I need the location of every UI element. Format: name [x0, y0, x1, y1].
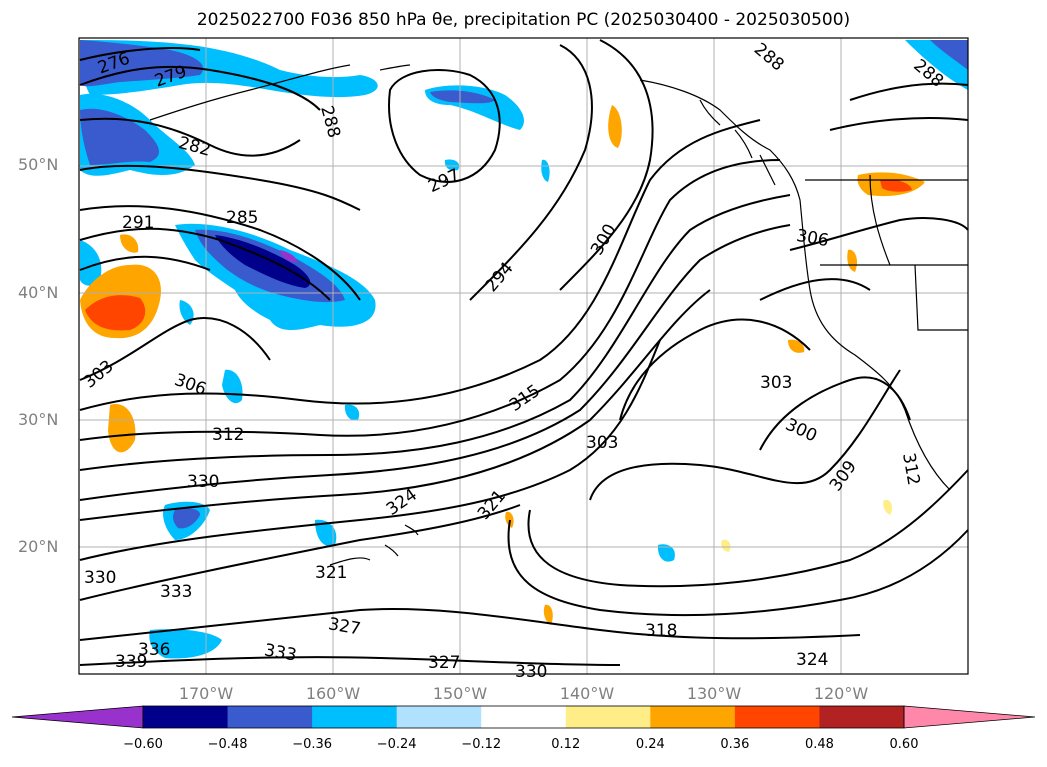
precip-negative-area [80, 108, 160, 165]
map-frame [78, 37, 969, 675]
precip-negative-area [657, 544, 675, 562]
colorbar-segment [734, 706, 820, 728]
precip-positive-area [883, 499, 893, 515]
lat-label-30n: 30°N [18, 410, 59, 429]
contour-label: 300 [782, 415, 820, 447]
colorbar-tick-label: 0.48 [804, 737, 834, 752]
contour-label: 330 [515, 662, 547, 682]
lon-label-150w: 150°W [432, 684, 488, 703]
colorbar-segment [143, 706, 229, 728]
precip-negative-area [80, 240, 102, 286]
theta-e-contours [79, 39, 969, 666]
colorbar-outline [142, 705, 905, 729]
precip-positive-area [721, 539, 731, 552]
contour-label: 324 [796, 650, 828, 670]
contour-label: 303 [586, 433, 618, 453]
contour-label: 300 [587, 221, 621, 259]
precip-positive-area [505, 511, 514, 528]
contour-label: 291 [122, 213, 154, 233]
colorbar-tick-label: −0.24 [376, 737, 417, 752]
contour-label: 285 [226, 208, 258, 228]
colorbar-tick-label: −0.36 [292, 737, 333, 752]
precip-shading [80, 40, 968, 659]
colorbar-tick-label: 0.36 [720, 737, 750, 752]
precip-negative-area [430, 90, 495, 104]
precip-positive-area [543, 604, 553, 625]
contour-label: 288 [316, 104, 344, 141]
contour-label: 303 [760, 373, 792, 393]
contour-label: 336 [138, 640, 170, 660]
precip-negative-area [173, 508, 200, 529]
colorbar-segment [650, 706, 736, 728]
precip-positive-area [108, 404, 136, 453]
colorbar-tick-label: 0.24 [635, 737, 665, 752]
precip-positive-area [608, 105, 622, 148]
precip-negative-area [280, 250, 297, 262]
contour-label: 306 [172, 370, 209, 400]
contour-label: 288 [750, 39, 788, 75]
precip-negative-area [930, 40, 968, 70]
colorbar-segment [227, 706, 313, 728]
contour-label: 294 [482, 258, 518, 296]
precip-negative-area [222, 369, 243, 404]
contour-label: 309 [826, 457, 861, 495]
coastline [149, 64, 968, 566]
colorbar-tick-label: 0.60 [889, 737, 919, 752]
lon-label-130w: 130°W [686, 684, 742, 703]
precip-positive-area [120, 234, 139, 253]
precip-negative-area [444, 159, 460, 171]
precip-positive-area [788, 339, 805, 353]
contour-label: 315 [506, 381, 544, 416]
colorbar-segment [819, 706, 905, 728]
colorbar-tick-label: −0.60 [123, 737, 163, 752]
colorbar-tick-label: 0.12 [551, 737, 581, 752]
contour-label: 330 [84, 568, 116, 588]
precip-positive-area [847, 249, 858, 272]
lat-label-20n: 20°N [18, 537, 59, 556]
contour-label: 327 [327, 614, 362, 639]
colorbar-segment [565, 706, 651, 728]
lat-label-50n: 50°N [18, 155, 59, 174]
contour-label: 333 [160, 582, 192, 602]
contour-label: 330 [187, 472, 219, 492]
colorbar-tick-label: −0.48 [207, 737, 248, 752]
contour-labels: 276 279 282 285 288 291 294 297 300 303 … [80, 39, 947, 682]
contour-label: 339 [115, 652, 147, 672]
precip-negative-area [179, 300, 194, 325]
colorbar-extend-low [11, 705, 144, 729]
lon-label-140w: 140°W [559, 684, 615, 703]
colorbar-segment [481, 706, 567, 728]
precip-negative-area [315, 519, 337, 547]
precip-positive-area [85, 295, 146, 331]
colorbar [11, 705, 1036, 729]
colorbar-segments [11, 705, 1036, 729]
lon-label-160w: 160°W [305, 684, 361, 703]
precip-negative-area [344, 404, 360, 421]
colorbar-segment [312, 706, 398, 728]
colorbar-extend-high [903, 705, 1036, 729]
contour-label: 312 [898, 451, 923, 486]
lon-label-170w: 170°W [178, 684, 234, 703]
precip-negative-area [149, 629, 222, 659]
contour-label: 333 [263, 640, 298, 665]
contour-label: 327 [428, 653, 460, 673]
contour-label: 321 [315, 563, 347, 583]
chart-title: 2025022700 F036 850 hPa θe, precipitatio… [196, 10, 851, 30]
colorbar-tick-label: −0.12 [461, 737, 502, 752]
lon-label-120w: 120°W [813, 684, 869, 703]
lat-label-40n: 40°N [18, 283, 59, 302]
contour-label: 303 [80, 356, 118, 392]
precip-negative-area [541, 159, 550, 182]
contour-label: 312 [212, 425, 244, 445]
precip-positive-area [880, 179, 912, 192]
colorbar-segment [396, 706, 482, 728]
contour-label: 318 [645, 621, 677, 641]
